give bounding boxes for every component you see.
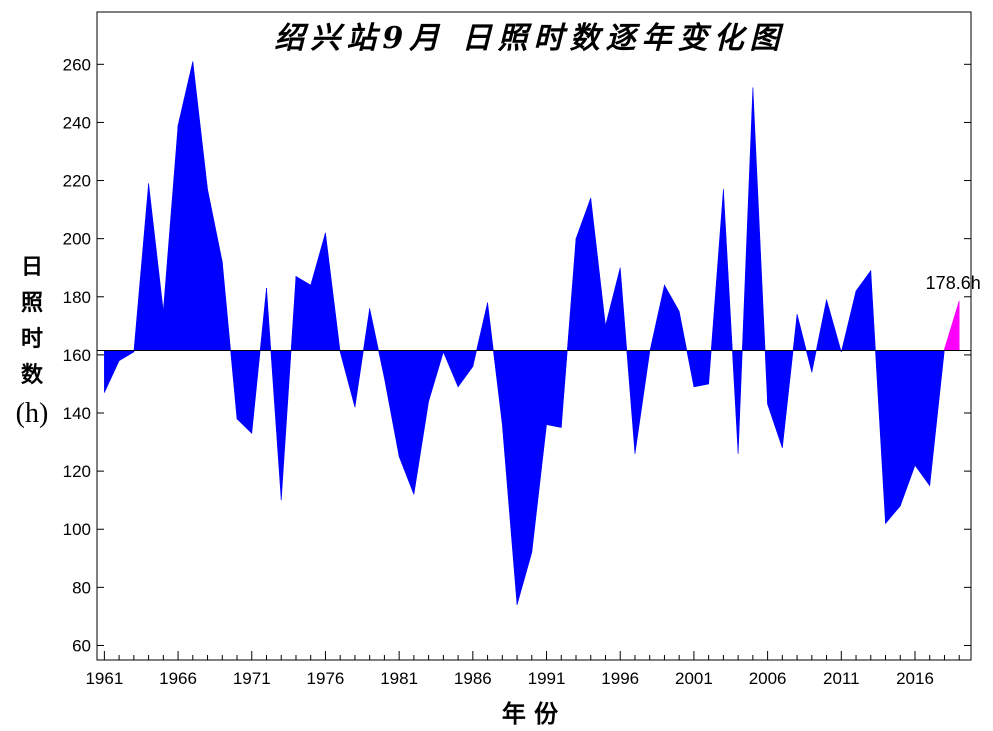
x-tick-label-1996: 1996: [601, 669, 639, 688]
y-label-char: 照: [21, 290, 43, 316]
x-tick-label-1976: 1976: [307, 669, 345, 688]
area-segment-2014-2015: [885, 350, 901, 525]
area-segment-1974-1975: [295, 275, 312, 351]
x-tick-label-1986: 1986: [454, 669, 492, 688]
area-segment-1991-1992: [546, 350, 562, 428]
x-tick-label-2001: 2001: [675, 669, 713, 688]
area-segment-1970-1971: [236, 350, 253, 435]
x-tick-label-1981: 1981: [380, 669, 418, 688]
x-tick-label-2006: 2006: [749, 669, 787, 688]
x-tick-label-2016: 2016: [896, 669, 934, 688]
y-axis: 60 80 100 120 140 160 180 200 220 240 260: [63, 55, 971, 655]
x-tick-label-1991: 1991: [528, 669, 566, 688]
x-axis: 1961 1966 1971 1976 1981 1986 1991 1996 2001 2006…: [85, 651, 960, 688]
y-label-char: 数: [21, 362, 44, 388]
y-tick-label-220: 220: [63, 172, 91, 191]
y-label-char: 日: [21, 254, 43, 280]
x-tick-label-1961: 1961: [85, 669, 123, 688]
x-tick-label-1971: 1971: [233, 669, 271, 688]
y-tick-label-160: 160: [63, 346, 91, 365]
y-label-unit: (h): [16, 398, 49, 429]
y-tick-label-200: 200: [63, 230, 91, 249]
y-tick-label-120: 120: [63, 462, 91, 481]
y-tick-label-60: 60: [72, 636, 91, 655]
y-axis-label: 日照时数 (h): [16, 254, 49, 429]
x-tick-label-1966: 1966: [159, 669, 197, 688]
area-segment-2016-2017: [914, 350, 931, 487]
y-label-char: 时: [21, 326, 43, 352]
x-tick-label-2011: 2011: [823, 669, 860, 688]
y-tick-label-80: 80: [72, 578, 91, 597]
y-tick-label-100: 100: [63, 520, 91, 539]
y-tick-label-260: 260: [63, 55, 91, 74]
chart-title: 绍兴站9月 日照时数逐年变化图: [274, 21, 785, 56]
area-series: [104, 61, 960, 605]
y-tick-label-180: 180: [63, 288, 91, 307]
area-segment-2001-2002: [693, 350, 709, 388]
y-tick-label-140: 140: [63, 404, 91, 423]
y-tick-label-240: 240: [63, 113, 91, 132]
x-axis-label: 年 份: [502, 699, 559, 728]
annotation-label: 178.6h: [926, 273, 981, 293]
